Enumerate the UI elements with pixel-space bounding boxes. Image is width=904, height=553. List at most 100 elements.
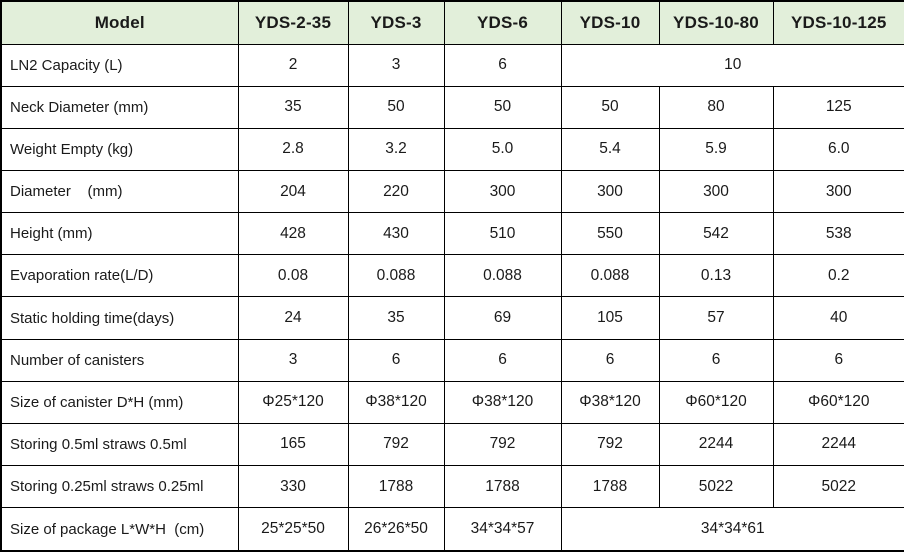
spec-value-cell: 1788 [560, 465, 660, 509]
spec-value-cell: Φ38*120 [443, 380, 562, 424]
spec-value-cell: Φ60*120 [772, 380, 904, 424]
spec-value-cell: 0.088 [443, 254, 562, 298]
row-label: LN2 Capacity (L) [0, 43, 239, 87]
spec-value-cell: 6 [560, 338, 660, 382]
spec-value-cell: Φ60*120 [658, 380, 774, 424]
spec-value-cell: 10 [560, 43, 904, 87]
column-header-yds-10: YDS-10 [560, 0, 660, 45]
spec-value-cell: 6 [658, 338, 774, 382]
row-label: Storing 0.25ml straws 0.25ml [0, 465, 239, 509]
table-row: Storing 0.25ml straws 0.25ml 330 1788 1788 1… [0, 465, 904, 509]
spec-value-cell: 24 [237, 296, 349, 340]
spec-value-cell: 3 [347, 43, 445, 87]
spec-value-cell: 105 [560, 296, 660, 340]
row-label: Weight Empty (kg) [0, 127, 239, 171]
spec-value-cell: 6 [443, 43, 562, 87]
row-label: Neck Diameter (mm) [0, 85, 239, 129]
spec-value-cell: 6 [772, 338, 904, 382]
spec-value-cell: 34*34*57 [443, 507, 562, 552]
spec-value-cell: Φ25*120 [237, 380, 349, 424]
spec-value-cell: 550 [560, 212, 660, 256]
table-row: Evaporation rate(L/D) 0.08 0.088 0.088 0.088… [0, 254, 904, 298]
spec-value-cell: 34*34*61 [560, 507, 904, 552]
spec-value-cell: 792 [560, 422, 660, 467]
table-row: LN2 Capacity (L) 2 3 6 10 [0, 43, 904, 87]
spec-value-cell: 50 [347, 85, 445, 129]
table-row: Size of canister D*H (mm) Φ25*120 Φ38*120 Φ… [0, 380, 904, 424]
spec-value-cell: 50 [560, 85, 660, 129]
table-row: Number of canisters 3 6 6 6 6 6 [0, 338, 904, 382]
spec-value-cell: 6 [443, 338, 562, 382]
spec-value-cell: 2244 [772, 422, 904, 467]
spec-value-cell: 6.0 [772, 127, 904, 171]
spec-value-cell: 204 [237, 169, 349, 214]
column-header-yds-10-125: YDS-10-125 [772, 0, 904, 45]
row-label: Size of canister D*H (mm) [0, 380, 239, 424]
spec-value-cell: 220 [347, 169, 445, 214]
column-header-yds-10-80: YDS-10-80 [658, 0, 774, 45]
spec-value-cell: 50 [443, 85, 562, 129]
spec-value-cell: 0.088 [347, 254, 445, 298]
column-header-model: Model [0, 0, 239, 45]
table-body: LN2 Capacity (L) 2 3 6 10 Neck Diameter (mm) 3… [0, 43, 904, 552]
table-header: Model YDS-2-35 YDS-3 YDS-6 YDS-10 YDS-10-80 YD… [0, 0, 904, 45]
spec-value-cell: 57 [658, 296, 774, 340]
table-row: Diameter (mm) 204 220 300 300 300 300 [0, 169, 904, 214]
spec-value-cell: 35 [347, 296, 445, 340]
spec-value-cell: 2.8 [237, 127, 349, 171]
spec-value-cell: 69 [443, 296, 562, 340]
header-row: Model YDS-2-35 YDS-3 YDS-6 YDS-10 YDS-10-80 YD… [0, 0, 904, 45]
table-row: Height (mm) 428 430 510 550 542 538 [0, 212, 904, 256]
spec-value-cell: 430 [347, 212, 445, 256]
spec-value-cell: 6 [347, 338, 445, 382]
table-row: Size of package L*W*H (cm) 25*25*50 26*26*… [0, 507, 904, 552]
spec-value-cell: 0.088 [560, 254, 660, 298]
spec-value-cell: 165 [237, 422, 349, 467]
spec-value-cell: 5.9 [658, 127, 774, 171]
spec-value-cell: 0.13 [658, 254, 774, 298]
spec-value-cell: 35 [237, 85, 349, 129]
spec-value-cell: Φ38*120 [347, 380, 445, 424]
spec-value-cell: 510 [443, 212, 562, 256]
spec-value-cell: 428 [237, 212, 349, 256]
spec-value-cell: 2 [237, 43, 349, 87]
row-label: Size of package L*W*H (cm) [0, 507, 239, 552]
spec-value-cell: 5.0 [443, 127, 562, 171]
table-row: Static holding time(days) 24 35 69 105 57 40 [0, 296, 904, 340]
spec-value-cell: 26*26*50 [347, 507, 445, 552]
row-label: Storing 0.5ml straws 0.5ml [0, 422, 239, 467]
row-label: Evaporation rate(L/D) [0, 254, 239, 298]
spec-value-cell: 2244 [658, 422, 774, 467]
spec-value-cell: 5022 [772, 465, 904, 509]
spec-value-cell: 542 [658, 212, 774, 256]
spec-value-cell: 300 [443, 169, 562, 214]
spec-value-cell: 80 [658, 85, 774, 129]
row-label: Number of canisters [0, 338, 239, 382]
row-label: Static holding time(days) [0, 296, 239, 340]
row-label: Diameter (mm) [0, 169, 239, 214]
spec-value-cell: 3 [237, 338, 349, 382]
spec-value-cell: 300 [658, 169, 774, 214]
column-header-yds-3: YDS-3 [347, 0, 445, 45]
column-header-yds-2-35: YDS-2-35 [237, 0, 349, 45]
spec-value-cell: 538 [772, 212, 904, 256]
spec-value-cell: 40 [772, 296, 904, 340]
spec-value-cell: Φ38*120 [560, 380, 660, 424]
table-row: Neck Diameter (mm) 35 50 50 50 80 125 [0, 85, 904, 129]
spec-value-cell: 792 [443, 422, 562, 467]
row-label: Height (mm) [0, 212, 239, 256]
spec-value-cell: 125 [772, 85, 904, 129]
table-row: Storing 0.5ml straws 0.5ml 165 792 792 792 22… [0, 422, 904, 467]
spec-value-cell: 3.2 [347, 127, 445, 171]
column-header-yds-6: YDS-6 [443, 0, 562, 45]
spec-value-cell: 792 [347, 422, 445, 467]
spec-value-cell: 1788 [347, 465, 445, 509]
spec-value-cell: 330 [237, 465, 349, 509]
spec-value-cell: 0.2 [772, 254, 904, 298]
spec-value-cell: 25*25*50 [237, 507, 349, 552]
spec-value-cell: 5022 [658, 465, 774, 509]
spec-value-cell: 1788 [443, 465, 562, 509]
spec-value-cell: 5.4 [560, 127, 660, 171]
